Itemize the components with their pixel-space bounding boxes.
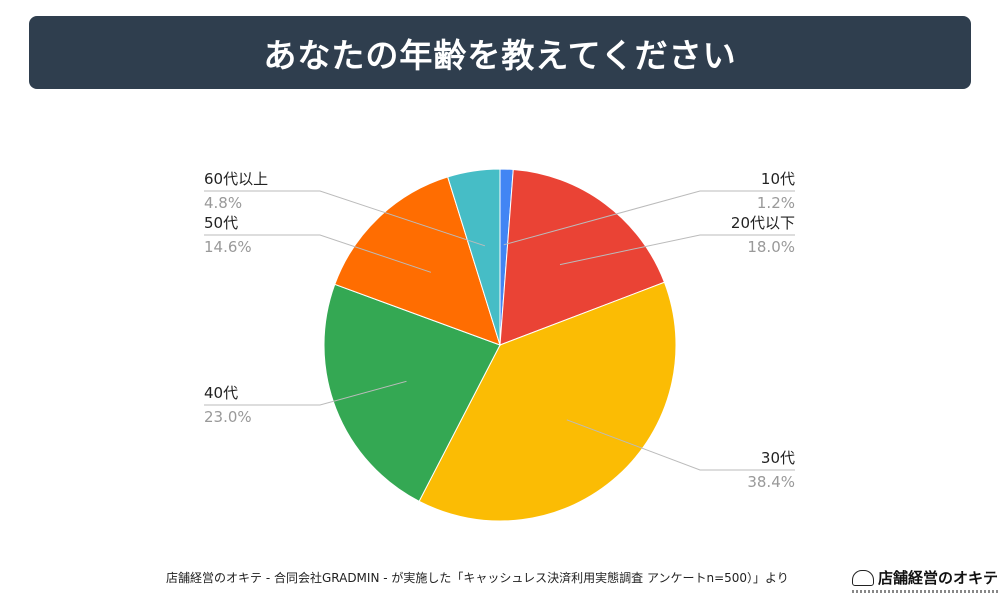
slice-label: 30代 <box>761 449 795 467</box>
leader-line <box>204 380 407 406</box>
source-note: 店舗経営のオキテ - 合同会社GRADMIN - が実施した「キャッシュレス決済… <box>166 571 789 585</box>
page-title: あなたの年齢を教えてください <box>263 35 737 75</box>
slice-percent-label: 18.0% <box>747 238 795 256</box>
pie-slice <box>323 283 501 502</box>
logo-subtext-line <box>852 590 998 593</box>
leader-line <box>503 190 795 246</box>
pie-slice <box>418 281 677 522</box>
slice-percent-label: 4.8% <box>204 194 242 212</box>
slice-label: 10代 <box>761 170 795 188</box>
slice-label: 50代 <box>204 214 238 232</box>
slice-percent-label: 1.2% <box>757 194 795 212</box>
slice-percent-label: 23.0% <box>204 408 252 426</box>
pie-slice <box>447 168 501 346</box>
slice-label: 60代以上 <box>204 170 268 188</box>
brand-logo: 店舗経営のオキテ <box>852 566 1000 600</box>
pie-slice <box>334 176 501 346</box>
bowl-icon <box>852 570 874 586</box>
leader-lines <box>204 190 795 471</box>
pie-slice <box>499 168 666 346</box>
leader-line <box>204 190 486 247</box>
pie-slices <box>323 168 677 522</box>
logo-text: 店舗経営のオキテ <box>878 569 999 587</box>
leader-line <box>204 234 432 273</box>
title-bar: あなたの年齢を教えてください <box>29 16 971 89</box>
leader-line <box>566 419 795 471</box>
slice-percent-label: 38.4% <box>747 473 795 491</box>
leader-line <box>559 234 795 266</box>
slice-label: 40代 <box>204 384 238 402</box>
slice-label: 20代以下 <box>731 214 795 232</box>
slice-labels: 10代 1.2% 20代以下 18.0% 30代 38.4% 40代 23.0% 50代 14.6… <box>204 170 795 491</box>
slice-percent-label: 14.6% <box>204 238 252 256</box>
